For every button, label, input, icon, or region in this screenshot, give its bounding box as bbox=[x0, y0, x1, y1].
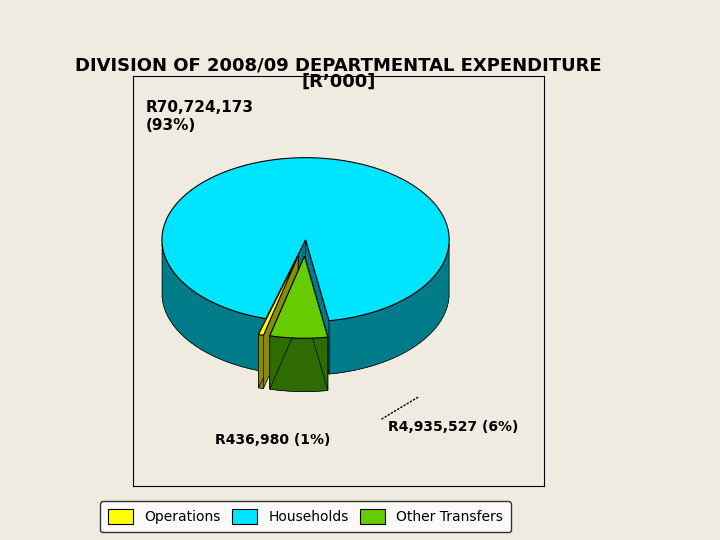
Legend: Operations, Households, Other Transfers: Operations, Households, Other Transfers bbox=[100, 501, 511, 532]
Polygon shape bbox=[264, 255, 298, 389]
Polygon shape bbox=[162, 244, 266, 372]
Polygon shape bbox=[258, 334, 264, 389]
Text: R70,724,173
(93%): R70,724,173 (93%) bbox=[145, 100, 253, 133]
Text: [R’000]: [R’000] bbox=[301, 73, 376, 91]
Polygon shape bbox=[162, 244, 266, 372]
Text: DIVISION OF 2008/09 DEPARTMENTAL EXPENDITURE: DIVISION OF 2008/09 DEPARTMENTAL EXPENDI… bbox=[75, 57, 602, 75]
Text: R436,980 (1%): R436,980 (1%) bbox=[215, 433, 330, 447]
Polygon shape bbox=[305, 240, 329, 374]
Polygon shape bbox=[270, 256, 305, 389]
Polygon shape bbox=[270, 336, 328, 392]
Polygon shape bbox=[305, 256, 328, 390]
Polygon shape bbox=[258, 334, 264, 389]
Polygon shape bbox=[329, 244, 449, 374]
Polygon shape bbox=[266, 240, 305, 372]
Polygon shape bbox=[162, 158, 449, 321]
Polygon shape bbox=[270, 336, 328, 392]
Text: R4,935,527 (6%): R4,935,527 (6%) bbox=[388, 420, 518, 434]
Polygon shape bbox=[258, 255, 298, 335]
Polygon shape bbox=[258, 255, 298, 388]
Polygon shape bbox=[270, 256, 328, 338]
Polygon shape bbox=[329, 244, 449, 374]
